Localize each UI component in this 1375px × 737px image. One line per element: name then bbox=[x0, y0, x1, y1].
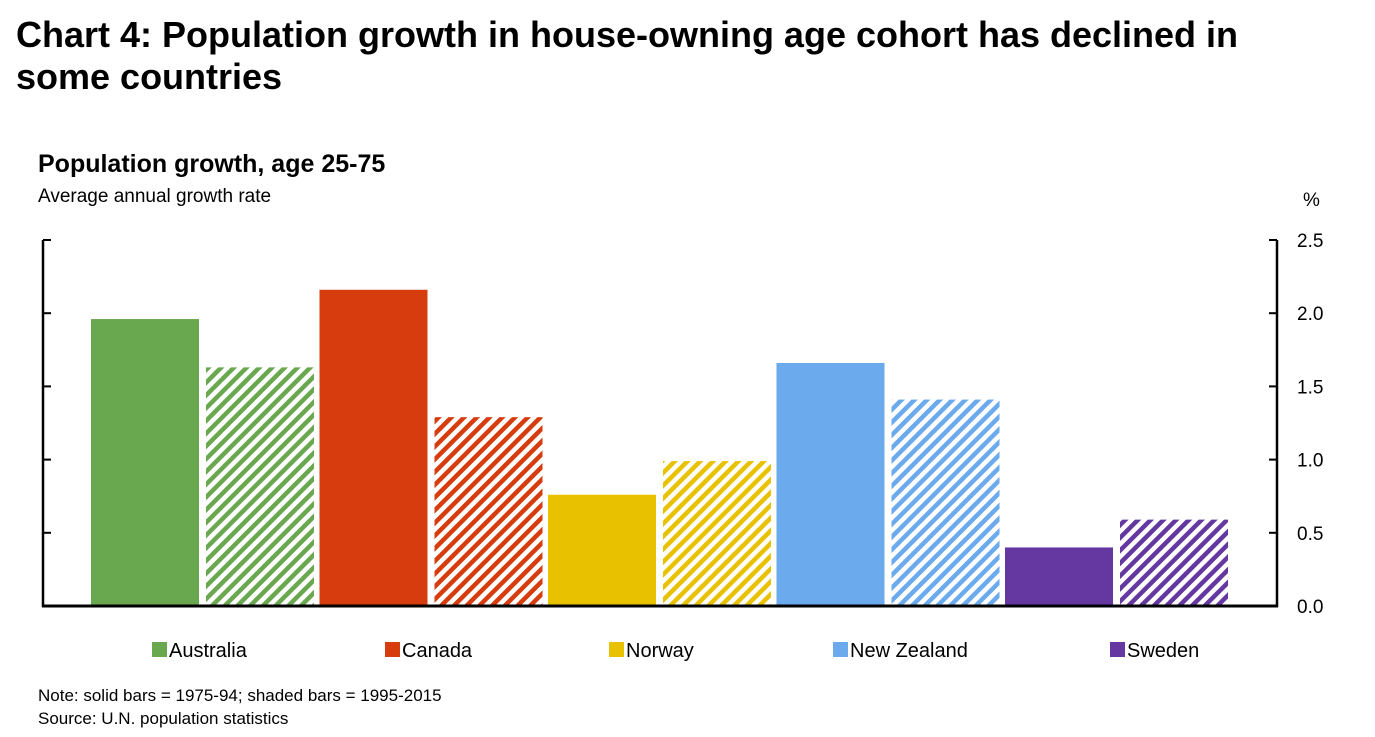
legend: Australia Canada Norway New Zealand Sweden bbox=[152, 640, 1199, 662]
y-tick-label: 0.5 bbox=[1297, 524, 1323, 545]
notes: Note: solid bars = 1975-94; shaded bars … bbox=[38, 684, 442, 730]
y-tick-label: 1.5 bbox=[1297, 377, 1323, 398]
y-tick-label: 1.0 bbox=[1297, 451, 1323, 472]
bar-canada-shaded bbox=[434, 417, 543, 606]
bar-australia-solid bbox=[91, 319, 199, 606]
legend-swatch-australia bbox=[152, 642, 167, 657]
bar-new-zealand-solid bbox=[776, 362, 885, 606]
page-title: Chart 4: Population growth in house-owni… bbox=[16, 14, 1239, 97]
bar-norway-shaded bbox=[663, 461, 771, 606]
bar-australia-shaded bbox=[206, 367, 314, 606]
bars-layer bbox=[91, 289, 1228, 606]
bar-new-zealand-shaded bbox=[891, 399, 1000, 606]
y-tick-label: 2.0 bbox=[1297, 304, 1323, 325]
legend-label-australia: Australia bbox=[169, 640, 248, 662]
legend-label-new-zealand: New Zealand bbox=[850, 640, 968, 662]
legend-label-norway: Norway bbox=[626, 640, 694, 662]
legend-swatch-new-zealand bbox=[833, 642, 848, 657]
bar-norway-solid bbox=[548, 494, 656, 606]
chart-subtitle: Average annual growth rate bbox=[38, 186, 272, 207]
legend-swatch-canada bbox=[385, 642, 400, 657]
legend-swatch-norway bbox=[609, 642, 624, 657]
y-tick-label: 0.0 bbox=[1297, 597, 1323, 618]
chart-note: Note: solid bars = 1975-94; shaded bars … bbox=[38, 686, 442, 705]
bar-canada-solid bbox=[319, 289, 428, 606]
bar-sweden-shaded bbox=[1120, 519, 1228, 606]
y-axis-unit: % bbox=[1303, 190, 1320, 211]
bar-sweden-solid bbox=[1005, 547, 1113, 606]
y-tick-label: 2.5 bbox=[1297, 231, 1323, 252]
legend-label-sweden: Sweden bbox=[1127, 640, 1199, 662]
chart-source: Source: U.N. population statistics bbox=[38, 709, 289, 728]
axes-layer: 0.0 0.5 1.0 1.5 2.0 2.5 bbox=[41, 231, 1323, 618]
chart-title: Population growth, age 25-75 bbox=[38, 150, 386, 178]
legend-swatch-sweden bbox=[1110, 642, 1125, 657]
legend-label-canada: Canada bbox=[402, 640, 473, 662]
